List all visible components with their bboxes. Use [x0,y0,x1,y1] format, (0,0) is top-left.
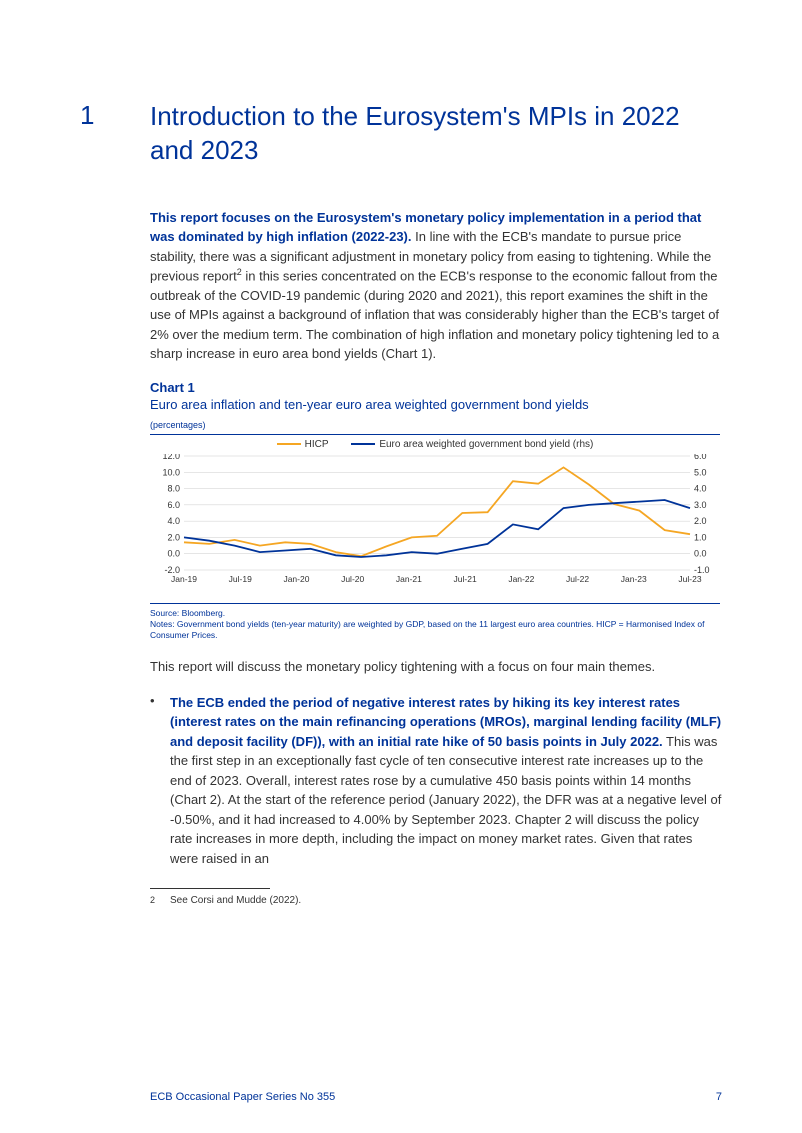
svg-text:Jan-19: Jan-19 [171,574,197,584]
footnote-2: 2 See Corsi and Mudde (2022). [150,895,722,909]
svg-text:2.0: 2.0 [694,516,707,526]
footnote-number: 2 [150,895,170,909]
legend-swatch-hicp [277,443,301,445]
svg-text:Jul-22: Jul-22 [566,574,589,584]
legend-label-bond: Euro area weighted government bond yield… [379,439,593,450]
svg-text:2.0: 2.0 [167,532,180,542]
bullet-text: The ECB ended the period of negative int… [170,693,722,869]
chart-label: Chart 1 [150,380,722,395]
svg-text:8.0: 8.0 [167,483,180,493]
section-title: Introduction to the Eurosystem's MPIs in… [150,100,722,168]
intro-paragraph: This report focuses on the Eurosystem's … [150,208,722,364]
bullet-rest: This was the first step in an exceptiona… [170,734,721,866]
footer-series: ECB Occasional Paper Series No 355 [150,1091,335,1103]
section-number: 1 [80,100,150,168]
legend-label-hicp: HICP [305,439,329,450]
svg-text:10.0: 10.0 [162,467,180,477]
svg-text:Jan-20: Jan-20 [283,574,309,584]
bullet-item-1: • The ECB ended the period of negative i… [150,693,722,869]
svg-text:4.0: 4.0 [167,516,180,526]
svg-text:3.0: 3.0 [694,500,707,510]
svg-text:6.0: 6.0 [167,500,180,510]
svg-text:4.0: 4.0 [694,483,707,493]
legend-item-hicp: HICP [277,439,329,450]
footnote-text: See Corsi and Mudde (2022). [170,895,301,909]
chart-container: HICP Euro area weighted government bond … [150,434,720,604]
svg-text:12.0: 12.0 [162,454,180,461]
page-number: 7 [716,1091,722,1103]
themes-intro: This report will discuss the monetary po… [150,657,722,677]
footnote-rule [150,888,270,889]
legend-item-bond: Euro area weighted government bond yield… [351,439,593,450]
svg-text:Jan-22: Jan-22 [508,574,534,584]
svg-text:Jul-23: Jul-23 [678,574,701,584]
svg-text:0.0: 0.0 [167,549,180,559]
chart-legend: HICP Euro area weighted government bond … [150,439,720,450]
line-chart: -2.0-1.00.00.02.01.04.02.06.03.08.04.010… [150,454,720,584]
legend-swatch-bond [351,443,375,445]
svg-text:Jul-19: Jul-19 [229,574,252,584]
svg-text:6.0: 6.0 [694,454,707,461]
bullet-lead: The ECB ended the period of negative int… [170,695,721,749]
svg-text:Jan-21: Jan-21 [396,574,422,584]
svg-text:5.0: 5.0 [694,467,707,477]
chart-title: Euro area inflation and ten-year euro ar… [150,397,722,412]
svg-text:Jan-23: Jan-23 [621,574,647,584]
bullet-marker: • [150,693,170,869]
svg-text:Jul-21: Jul-21 [454,574,477,584]
page-footer: ECB Occasional Paper Series No 355 7 [150,1091,722,1103]
section-header: 1 Introduction to the Eurosystem's MPIs … [80,100,722,168]
svg-text:Jul-20: Jul-20 [341,574,364,584]
chart-units: (percentages) [150,420,722,430]
svg-text:0.0: 0.0 [694,549,707,559]
chart-notes: Source: Bloomberg.Notes: Government bond… [150,608,722,641]
svg-text:1.0: 1.0 [694,532,707,542]
